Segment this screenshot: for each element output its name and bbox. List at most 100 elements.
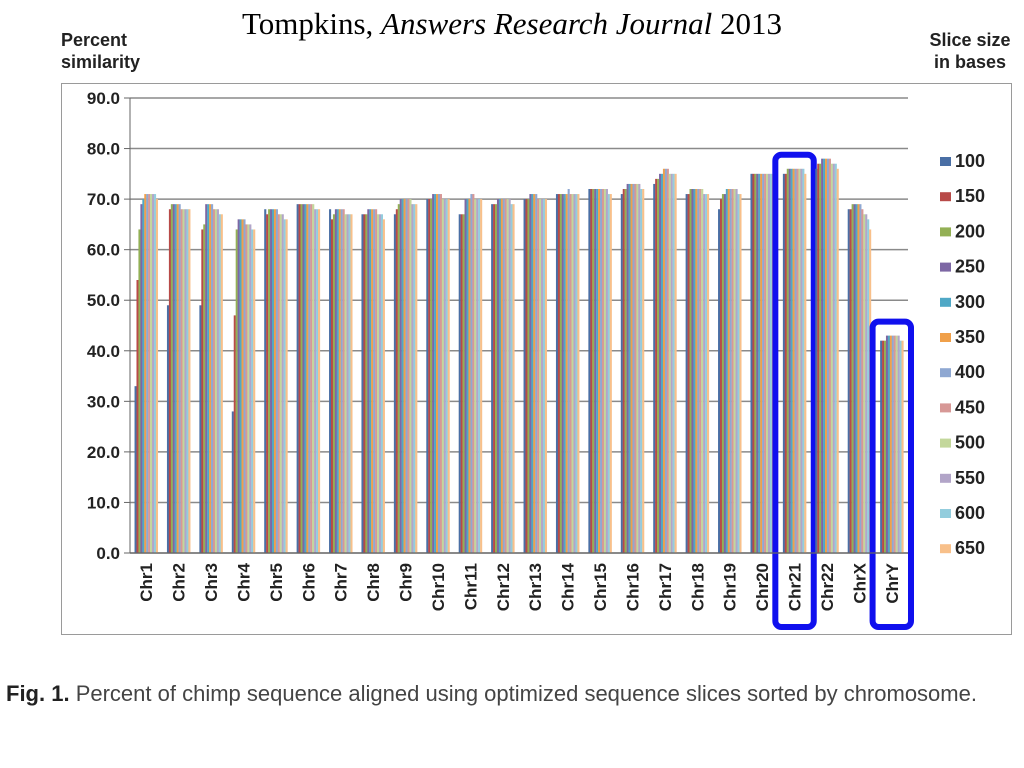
bar bbox=[804, 173, 807, 554]
bar bbox=[899, 340, 902, 553]
x-tick-label: Chr10 bbox=[429, 563, 448, 611]
bar bbox=[594, 189, 597, 553]
bar bbox=[212, 209, 216, 553]
bar bbox=[245, 224, 248, 553]
bar bbox=[893, 335, 896, 553]
bar bbox=[281, 214, 284, 553]
bar bbox=[828, 158, 831, 553]
x-tick-label: Chr13 bbox=[526, 563, 545, 611]
bar bbox=[750, 173, 753, 554]
bar bbox=[493, 204, 496, 553]
legend-label: 400 bbox=[955, 362, 985, 382]
bar bbox=[598, 189, 601, 553]
bar bbox=[495, 204, 498, 553]
highlight-box bbox=[772, 151, 817, 630]
bar bbox=[794, 168, 797, 553]
bar bbox=[247, 224, 250, 553]
bar bbox=[798, 168, 801, 553]
bar bbox=[367, 209, 370, 553]
legend-swatch bbox=[940, 403, 951, 413]
bar bbox=[478, 199, 481, 553]
bar bbox=[174, 204, 177, 553]
bar bbox=[496, 199, 500, 553]
bar bbox=[296, 204, 299, 553]
bar bbox=[792, 168, 795, 553]
bar bbox=[885, 335, 889, 553]
bar bbox=[634, 183, 637, 553]
bar bbox=[605, 189, 608, 553]
bar bbox=[849, 209, 852, 553]
bar bbox=[316, 209, 319, 553]
legend-swatch bbox=[940, 368, 951, 378]
bar bbox=[823, 158, 826, 553]
bar bbox=[350, 214, 353, 553]
y-tick-label: 10.0 bbox=[87, 493, 120, 512]
bar bbox=[703, 194, 706, 554]
bar bbox=[447, 199, 450, 553]
legend-swatch bbox=[940, 509, 951, 518]
bar bbox=[767, 173, 771, 554]
bar bbox=[867, 219, 870, 554]
bar bbox=[642, 189, 645, 553]
bar bbox=[445, 199, 448, 553]
bar bbox=[346, 214, 349, 553]
x-tick-label: Chr21 bbox=[786, 563, 805, 611]
bar bbox=[426, 199, 429, 553]
bar bbox=[632, 183, 635, 553]
bar bbox=[491, 204, 494, 553]
title-journal: Answers Research Journal bbox=[381, 6, 713, 41]
bar bbox=[184, 209, 187, 553]
x-tick-label: Chr8 bbox=[364, 563, 383, 602]
bar bbox=[285, 219, 288, 554]
title-author: Tompkins, bbox=[241, 6, 374, 41]
bar bbox=[504, 199, 507, 553]
bar bbox=[754, 173, 757, 554]
bar bbox=[889, 335, 892, 553]
bar bbox=[542, 199, 546, 553]
bar bbox=[752, 173, 755, 554]
bar bbox=[203, 224, 206, 553]
bar bbox=[857, 204, 860, 553]
bar bbox=[378, 214, 382, 553]
legend-swatch bbox=[940, 333, 951, 342]
bar bbox=[180, 209, 183, 553]
bar bbox=[655, 178, 658, 553]
bar bbox=[836, 168, 839, 553]
caption-label: Fig. 1. bbox=[6, 681, 70, 706]
bar bbox=[401, 199, 404, 553]
x-tick-label: Chr12 bbox=[494, 563, 513, 611]
bar bbox=[334, 209, 337, 553]
bar bbox=[592, 189, 595, 553]
bar bbox=[769, 173, 772, 554]
bar bbox=[268, 209, 271, 553]
bar bbox=[664, 168, 667, 553]
bar bbox=[397, 204, 400, 553]
x-tick-label: Chr16 bbox=[623, 563, 642, 611]
bar bbox=[859, 204, 862, 553]
bar bbox=[365, 214, 368, 553]
bar bbox=[182, 209, 185, 553]
legend-label: 200 bbox=[955, 221, 985, 241]
bar bbox=[395, 209, 398, 553]
bar bbox=[373, 209, 376, 553]
bar bbox=[510, 204, 513, 553]
bar bbox=[283, 219, 286, 554]
bar bbox=[901, 340, 904, 553]
figure-caption: Fig. 1. Percent of chimp sequence aligne… bbox=[6, 678, 1016, 709]
bar bbox=[239, 219, 242, 554]
bar bbox=[537, 199, 540, 553]
bar bbox=[436, 194, 439, 554]
bar bbox=[685, 194, 688, 554]
x-tick-label: Chr3 bbox=[202, 563, 221, 602]
legend-label: 350 bbox=[955, 327, 985, 347]
bar bbox=[817, 163, 820, 553]
bar bbox=[144, 194, 147, 554]
bar bbox=[233, 315, 236, 553]
bar bbox=[399, 199, 402, 553]
bar bbox=[166, 305, 170, 553]
bar bbox=[231, 411, 234, 553]
bar bbox=[273, 209, 277, 553]
bar bbox=[897, 335, 900, 553]
bar bbox=[815, 168, 818, 553]
bar bbox=[596, 189, 599, 553]
